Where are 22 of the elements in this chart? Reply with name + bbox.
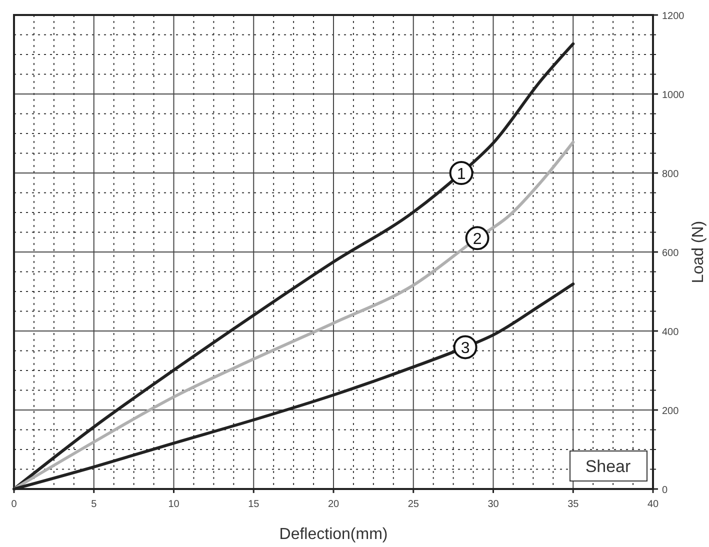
x-tick-label: 10: [168, 499, 180, 510]
x-tick-label: 40: [647, 499, 659, 510]
y-tick-label: 200: [662, 406, 680, 417]
y-tick-label: 1000: [662, 90, 685, 101]
x-tick-label: 20: [328, 499, 340, 510]
y-tick-label: 0: [662, 485, 668, 496]
x-tick-label: 15: [248, 499, 260, 510]
x-tick-label: 35: [568, 499, 580, 510]
series-label: 3: [460, 340, 470, 358]
y-tick-label: 800: [662, 169, 680, 180]
x-tick-label: 25: [408, 499, 420, 510]
x-tick-label: 30: [488, 499, 500, 510]
series-label: 1: [456, 166, 466, 183]
y-axis-title: Load (N): [690, 220, 707, 284]
annotation: Shear: [585, 457, 632, 476]
y-tick-label: 400: [662, 327, 680, 338]
y-tick-label: 600: [662, 248, 680, 259]
y-tick-label: 1200: [662, 11, 685, 22]
x-tick-label: 5: [91, 499, 98, 510]
x-axis-title: Deflection(mm): [279, 526, 388, 543]
series-label: 2: [472, 231, 482, 248]
x-tick-label: 0: [11, 499, 18, 510]
